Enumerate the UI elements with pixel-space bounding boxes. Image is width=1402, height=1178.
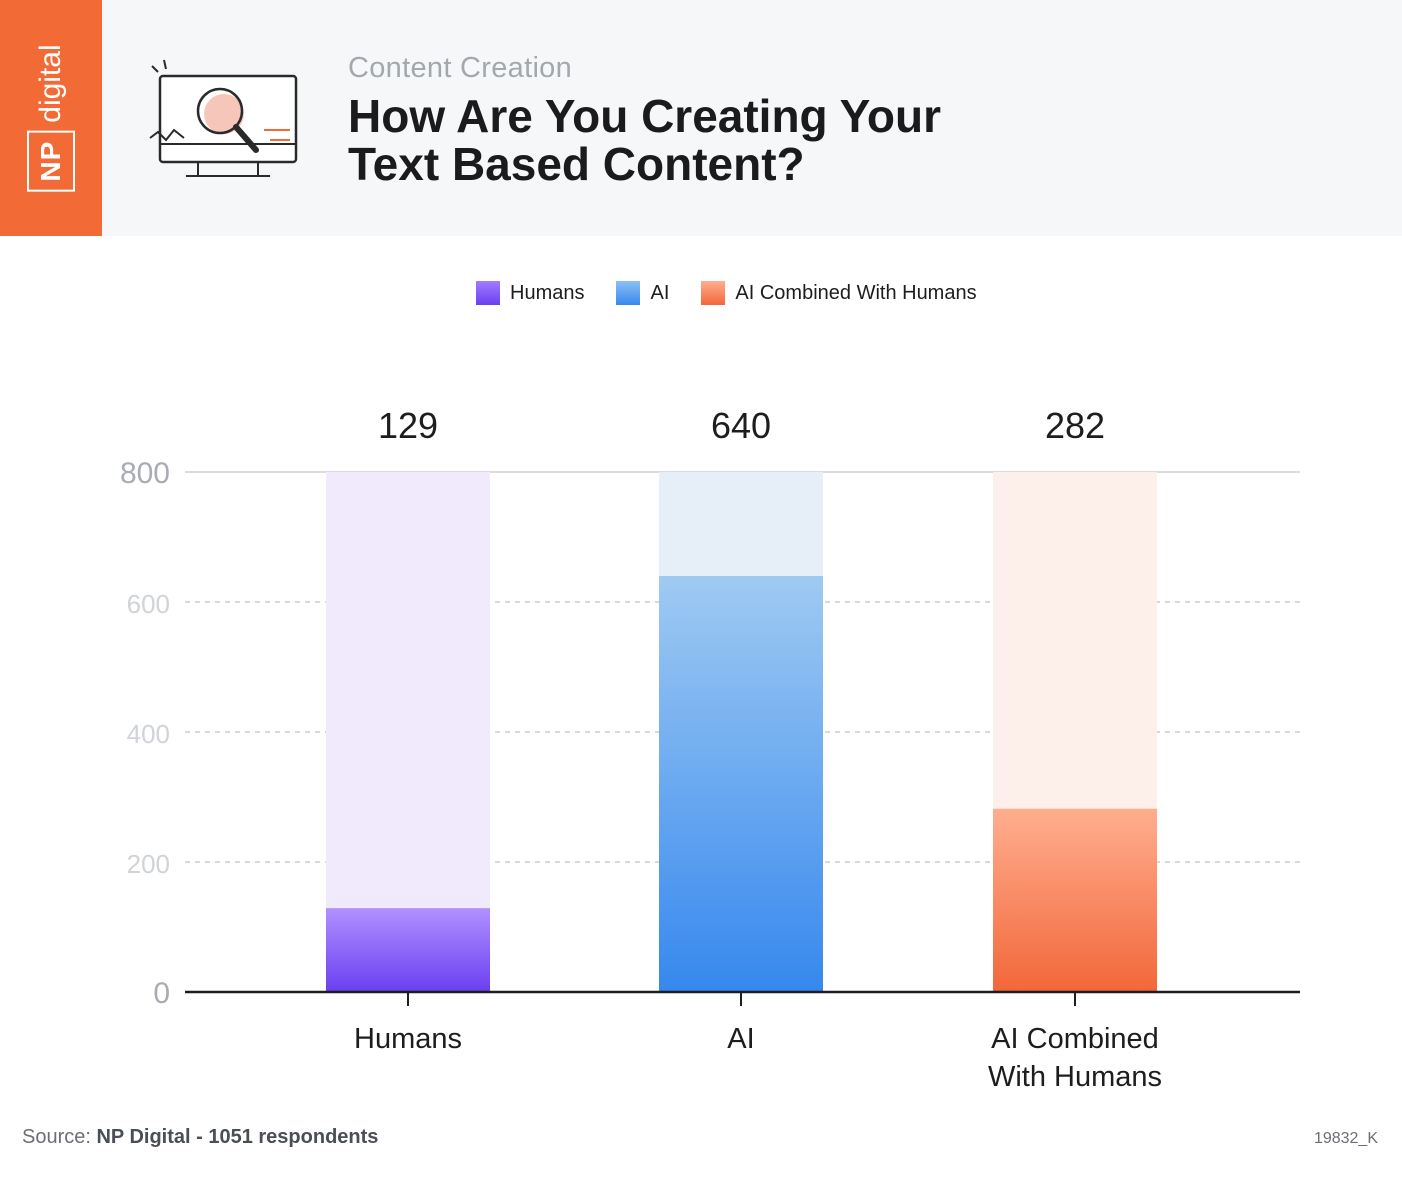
monitor-search-icon: [149, 59, 298, 177]
y-tick-label-0: 0: [153, 977, 170, 1010]
data-label-humans: 129: [378, 405, 438, 446]
bar-chart: 0 200 400 600 800 129 Humans 640 AI 282 AI Combine…: [120, 405, 1300, 1093]
x-tick-label-combined-1: With Humans: [988, 1061, 1162, 1093]
legend-label-humans: Humans: [510, 281, 585, 304]
source-prefix: Source:: [22, 1126, 97, 1148]
source-name: NP Digital - 1051 respondents: [96, 1126, 379, 1148]
y-tick-label-600: 600: [127, 589, 170, 619]
np-digital-logo: NP digital: [27, 44, 75, 192]
x-tick-label-humans-0: Humans: [354, 1023, 462, 1055]
legend-label-combined: AI Combined With Humans: [735, 281, 977, 304]
y-tick-label-400: 400: [127, 719, 170, 749]
x-tick-label-ai-0: AI: [727, 1023, 754, 1055]
logo-np: NP: [27, 130, 75, 192]
chart-legend: Humans AI AI Combined With Humans: [476, 280, 1009, 306]
legend-swatch-combined: [701, 281, 726, 305]
title-line-2: Text Based Content?: [348, 138, 805, 190]
logo-digital: digital: [34, 44, 67, 123]
y-tick-label-200: 200: [127, 849, 170, 879]
label-layer: 0 200 400 600 800 129 Humans 640 AI 282 AI Combine…: [120, 405, 1162, 1093]
x-tick-label-combined-0: AI Combined: [991, 1023, 1159, 1055]
graphic-code: 19832_K: [1313, 1130, 1378, 1147]
legend-item-combined: AI Combined With Humans: [701, 281, 977, 305]
data-label-ai: 640: [711, 405, 771, 446]
data-label-combined: 282: [1045, 405, 1105, 446]
source-note: Source: NP Digital - 1051 respondents: [22, 1126, 378, 1149]
axis-layer: [185, 990, 1300, 1006]
bar-track-humans: [326, 472, 490, 992]
bar-ai: [659, 576, 823, 992]
bar-combined: [993, 808, 1157, 992]
legend-label-ai: AI: [650, 281, 670, 304]
legend-item-humans: Humans: [476, 281, 584, 305]
legend-item-ai: AI: [616, 281, 669, 305]
title-line-1: How Are You Creating Your: [348, 90, 941, 142]
chart-title: How Are You Creating Your Text Based Con…: [348, 92, 1148, 188]
brand-panel: NP digital: [0, 0, 102, 236]
y-tick-label-800: 800: [120, 457, 170, 490]
chart-kicker: Content Creation: [348, 52, 573, 84]
bar-layer: [326, 472, 1157, 992]
legend-swatch-ai: [616, 281, 641, 305]
header-banner: NP digital Content Creation How Are You …: [0, 0, 1402, 236]
bar-humans: [326, 908, 490, 992]
legend-swatch-humans: [476, 281, 500, 305]
